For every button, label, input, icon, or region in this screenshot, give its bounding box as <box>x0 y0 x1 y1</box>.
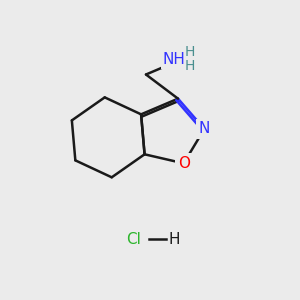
Text: H: H <box>185 45 195 59</box>
Text: N: N <box>199 122 210 136</box>
Text: H: H <box>168 232 179 247</box>
Text: H: H <box>185 58 195 73</box>
Text: Cl: Cl <box>126 232 141 247</box>
Text: O: O <box>178 156 190 171</box>
Text: NH: NH <box>163 52 186 67</box>
